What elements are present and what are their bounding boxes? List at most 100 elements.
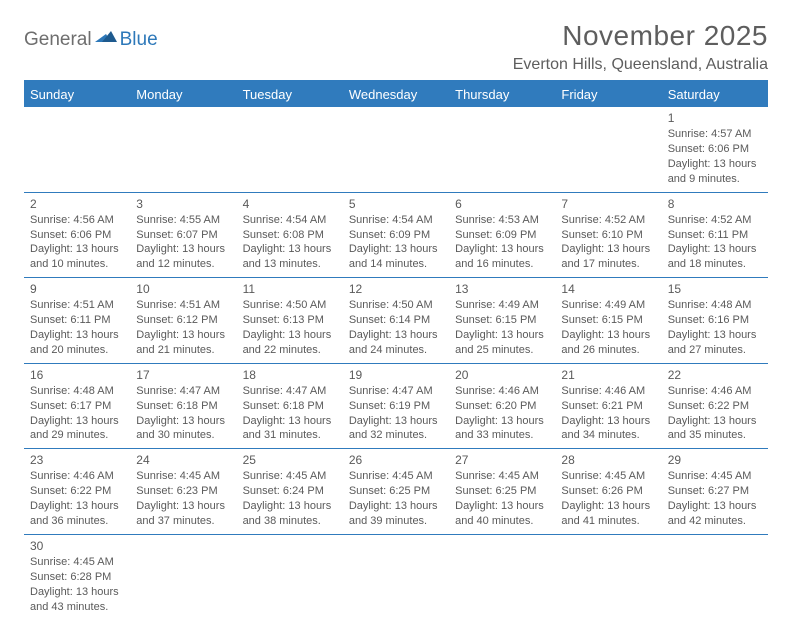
calendar-cell: 3Sunrise: 4:55 AMSunset: 6:07 PMDaylight… [130, 192, 236, 278]
calendar-cell [662, 534, 768, 619]
sunset-text: Sunset: 6:18 PM [243, 399, 337, 414]
calendar-cell: 11Sunrise: 4:50 AMSunset: 6:13 PMDayligh… [237, 278, 343, 364]
sunrise-text: Sunrise: 4:45 AM [455, 469, 549, 484]
daylight-text: Daylight: 13 hours and 35 minutes. [668, 414, 762, 444]
calendar-cell: 9Sunrise: 4:51 AMSunset: 6:11 PMDaylight… [24, 278, 130, 364]
sunset-text: Sunset: 6:11 PM [30, 313, 124, 328]
calendar-cell: 8Sunrise: 4:52 AMSunset: 6:11 PMDaylight… [662, 192, 768, 278]
daylight-text: Daylight: 13 hours and 29 minutes. [30, 414, 124, 444]
day-number: 26 [349, 452, 443, 468]
sunset-text: Sunset: 6:25 PM [349, 484, 443, 499]
day-number: 27 [455, 452, 549, 468]
month-title: November 2025 [513, 20, 768, 52]
sunrise-text: Sunrise: 4:50 AM [349, 298, 443, 313]
sunrise-text: Sunrise: 4:57 AM [668, 127, 762, 142]
sunrise-text: Sunrise: 4:45 AM [243, 469, 337, 484]
calendar-cell: 27Sunrise: 4:45 AMSunset: 6:25 PMDayligh… [449, 449, 555, 535]
day-number: 23 [30, 452, 124, 468]
calendar-row: 1Sunrise: 4:57 AMSunset: 6:06 PMDaylight… [24, 107, 768, 192]
day-number: 7 [561, 196, 655, 212]
day-number: 16 [30, 367, 124, 383]
calendar-cell: 19Sunrise: 4:47 AMSunset: 6:19 PMDayligh… [343, 363, 449, 449]
daylight-text: Daylight: 13 hours and 12 minutes. [136, 242, 230, 272]
day-header: Thursday [449, 82, 555, 107]
calendar-cell [24, 107, 130, 192]
sunset-text: Sunset: 6:07 PM [136, 228, 230, 243]
day-number: 28 [561, 452, 655, 468]
sunrise-text: Sunrise: 4:54 AM [243, 213, 337, 228]
daylight-text: Daylight: 13 hours and 37 minutes. [136, 499, 230, 529]
day-header: Saturday [662, 82, 768, 107]
sunrise-text: Sunrise: 4:52 AM [561, 213, 655, 228]
sunset-text: Sunset: 6:16 PM [668, 313, 762, 328]
daylight-text: Daylight: 13 hours and 34 minutes. [561, 414, 655, 444]
calendar-cell: 5Sunrise: 4:54 AMSunset: 6:09 PMDaylight… [343, 192, 449, 278]
calendar-cell [237, 107, 343, 192]
sunset-text: Sunset: 6:19 PM [349, 399, 443, 414]
sunset-text: Sunset: 6:27 PM [668, 484, 762, 499]
sunset-text: Sunset: 6:22 PM [30, 484, 124, 499]
daylight-text: Daylight: 13 hours and 41 minutes. [561, 499, 655, 529]
sunset-text: Sunset: 6:10 PM [561, 228, 655, 243]
sunset-text: Sunset: 6:08 PM [243, 228, 337, 243]
daylight-text: Daylight: 13 hours and 17 minutes. [561, 242, 655, 272]
daylight-text: Daylight: 13 hours and 21 minutes. [136, 328, 230, 358]
daylight-text: Daylight: 13 hours and 31 minutes. [243, 414, 337, 444]
calendar-cell: 26Sunrise: 4:45 AMSunset: 6:25 PMDayligh… [343, 449, 449, 535]
day-number: 8 [668, 196, 762, 212]
daylight-text: Daylight: 13 hours and 22 minutes. [243, 328, 337, 358]
calendar-cell: 23Sunrise: 4:46 AMSunset: 6:22 PMDayligh… [24, 449, 130, 535]
calendar-cell [130, 534, 236, 619]
sunrise-text: Sunrise: 4:47 AM [243, 384, 337, 399]
sunset-text: Sunset: 6:26 PM [561, 484, 655, 499]
calendar-cell: 12Sunrise: 4:50 AMSunset: 6:14 PMDayligh… [343, 278, 449, 364]
day-number: 5 [349, 196, 443, 212]
day-number: 15 [668, 281, 762, 297]
daylight-text: Daylight: 13 hours and 27 minutes. [668, 328, 762, 358]
calendar-cell: 4Sunrise: 4:54 AMSunset: 6:08 PMDaylight… [237, 192, 343, 278]
logo-word1: General [24, 29, 92, 51]
sunrise-text: Sunrise: 4:48 AM [668, 298, 762, 313]
calendar-cell: 15Sunrise: 4:48 AMSunset: 6:16 PMDayligh… [662, 278, 768, 364]
day-number: 13 [455, 281, 549, 297]
sunrise-text: Sunrise: 4:45 AM [561, 469, 655, 484]
sunset-text: Sunset: 6:09 PM [349, 228, 443, 243]
day-number: 6 [455, 196, 549, 212]
calendar-cell: 24Sunrise: 4:45 AMSunset: 6:23 PMDayligh… [130, 449, 236, 535]
calendar-cell: 28Sunrise: 4:45 AMSunset: 6:26 PMDayligh… [555, 449, 661, 535]
day-header: Wednesday [343, 82, 449, 107]
sunrise-text: Sunrise: 4:49 AM [561, 298, 655, 313]
calendar-cell: 7Sunrise: 4:52 AMSunset: 6:10 PMDaylight… [555, 192, 661, 278]
sunrise-text: Sunrise: 4:51 AM [30, 298, 124, 313]
daylight-text: Daylight: 13 hours and 24 minutes. [349, 328, 443, 358]
day-number: 2 [30, 196, 124, 212]
calendar-row: 30Sunrise: 4:45 AMSunset: 6:28 PMDayligh… [24, 534, 768, 619]
day-number: 25 [243, 452, 337, 468]
day-number: 30 [30, 538, 124, 554]
calendar-cell: 18Sunrise: 4:47 AMSunset: 6:18 PMDayligh… [237, 363, 343, 449]
sunrise-text: Sunrise: 4:47 AM [136, 384, 230, 399]
sunrise-text: Sunrise: 4:53 AM [455, 213, 549, 228]
sunset-text: Sunset: 6:15 PM [561, 313, 655, 328]
sunrise-text: Sunrise: 4:55 AM [136, 213, 230, 228]
day-number: 10 [136, 281, 230, 297]
sunset-text: Sunset: 6:23 PM [136, 484, 230, 499]
calendar-cell: 22Sunrise: 4:46 AMSunset: 6:22 PMDayligh… [662, 363, 768, 449]
header: General Blue November 2025 Everton Hills… [24, 20, 768, 74]
calendar-cell: 6Sunrise: 4:53 AMSunset: 6:09 PMDaylight… [449, 192, 555, 278]
day-number: 4 [243, 196, 337, 212]
calendar-cell [449, 107, 555, 192]
daylight-text: Daylight: 13 hours and 33 minutes. [455, 414, 549, 444]
title-block: November 2025 Everton Hills, Queensland,… [513, 20, 768, 74]
day-number: 17 [136, 367, 230, 383]
daylight-text: Daylight: 13 hours and 38 minutes. [243, 499, 337, 529]
daylight-text: Daylight: 13 hours and 20 minutes. [30, 328, 124, 358]
calendar-cell: 13Sunrise: 4:49 AMSunset: 6:15 PMDayligh… [449, 278, 555, 364]
day-number: 3 [136, 196, 230, 212]
daylight-text: Daylight: 13 hours and 42 minutes. [668, 499, 762, 529]
day-number: 29 [668, 452, 762, 468]
sunset-text: Sunset: 6:14 PM [349, 313, 443, 328]
calendar-cell: 17Sunrise: 4:47 AMSunset: 6:18 PMDayligh… [130, 363, 236, 449]
day-header-row: Sunday Monday Tuesday Wednesday Thursday… [24, 82, 768, 107]
sunset-text: Sunset: 6:12 PM [136, 313, 230, 328]
